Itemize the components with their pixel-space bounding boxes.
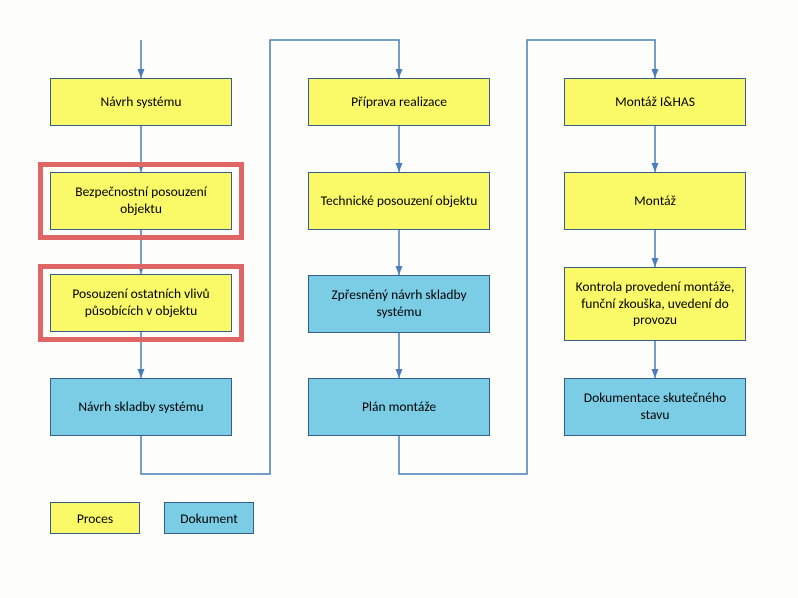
node-label: Montáž I&HAS xyxy=(615,94,695,111)
flowchart-canvas: Návrh systému Bezpečnostní posouzení obje… xyxy=(0,0,798,598)
node-label: Technické posouzení objektu xyxy=(321,193,478,210)
node-label: Příprava realizace xyxy=(351,94,447,111)
node-n8: Plán montáže xyxy=(308,378,490,436)
node-n12: Dokumentace skutečného stavu xyxy=(564,378,746,436)
node-n2: Bezpečnostní posouzení objektu xyxy=(50,172,232,230)
node-n5: Příprava realizace xyxy=(308,78,490,126)
node-label: Posouzení ostatních vlivů působících v o… xyxy=(59,286,223,320)
node-label: Dokumentace skutečného stavu xyxy=(573,390,737,424)
legend-document: Dokument xyxy=(164,502,254,534)
node-n4: Návrh skladby systému xyxy=(50,378,232,436)
legend-process: Proces xyxy=(50,502,140,534)
node-label: Zpřesněný návrh skladby systému xyxy=(317,287,481,321)
node-n11: Kontrola provedení montáže, funční zkouš… xyxy=(564,267,746,341)
node-n3: Posouzení ostatních vlivů působících v o… xyxy=(50,274,232,332)
legend-label: Dokument xyxy=(180,510,237,527)
node-label: Návrh skladby systému xyxy=(78,399,203,416)
node-n7: Zpřesněný návrh skladby systému xyxy=(308,275,490,333)
node-label: Bezpečnostní posouzení objektu xyxy=(59,184,223,218)
node-n6: Technické posouzení objektu xyxy=(308,172,490,230)
node-label: Návrh systému xyxy=(100,94,181,111)
legend-label: Proces xyxy=(77,510,113,527)
node-label: Montáž xyxy=(634,193,676,210)
node-label: Kontrola provedení montáže, funční zkouš… xyxy=(573,279,737,330)
node-label: Plán montáže xyxy=(362,399,436,416)
node-n1: Návrh systému xyxy=(50,78,232,126)
node-n10: Montáž xyxy=(564,172,746,230)
node-n9: Montáž I&HAS xyxy=(564,78,746,126)
